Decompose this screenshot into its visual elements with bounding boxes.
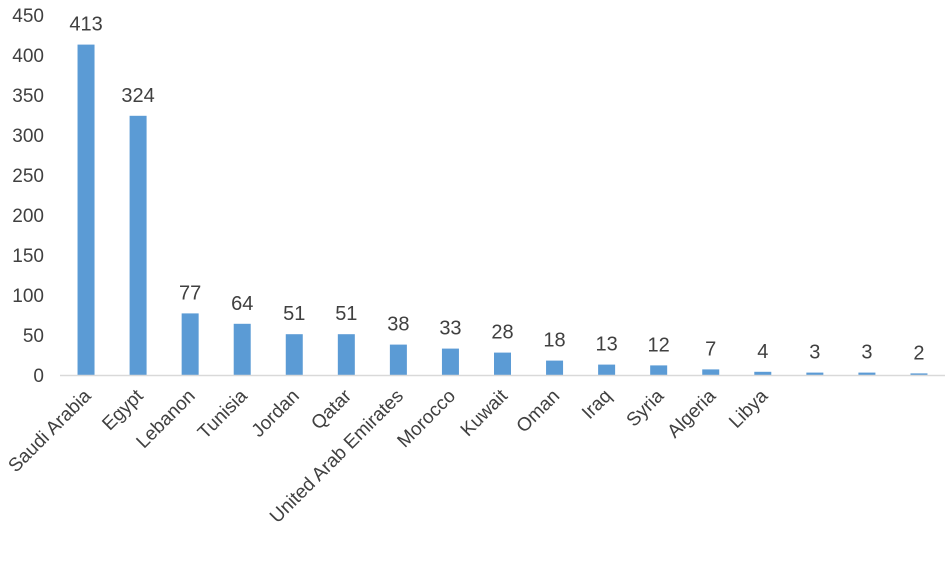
- data-label: 2: [913, 342, 924, 364]
- bar: [910, 373, 928, 375]
- bar: [129, 115, 147, 376]
- y-tick-label: 150: [12, 246, 44, 267]
- data-label: 33: [439, 318, 461, 340]
- data-label: 77: [179, 282, 201, 304]
- data-label: 4: [757, 341, 768, 363]
- x-tick-label: Saudi Arabia: [5, 385, 96, 476]
- bar: [181, 313, 199, 375]
- x-tick-label: Algeria: [664, 385, 721, 442]
- y-tick-label: 350: [12, 86, 44, 107]
- bar: [806, 372, 824, 375]
- x-tick-label: Qatar: [307, 385, 356, 434]
- y-tick-label: 450: [12, 6, 44, 27]
- bar: [285, 334, 303, 375]
- data-label: 64: [231, 293, 253, 315]
- y-tick-label: 100: [12, 286, 44, 307]
- data-label: 38: [387, 314, 409, 336]
- bar: [650, 365, 668, 375]
- data-label: 51: [283, 303, 305, 325]
- x-tick-label: Kuwait: [457, 385, 513, 441]
- y-axis: 0 50 100 150 200 250 300 350 400 450: [12, 6, 44, 387]
- bar: [77, 44, 95, 375]
- y-tick-label: 0: [33, 366, 44, 387]
- bar: [546, 360, 564, 375]
- x-tick-label: Jordan: [248, 386, 304, 442]
- data-label: 3: [861, 342, 872, 364]
- bar: [754, 371, 772, 375]
- data-label: 7: [705, 338, 716, 360]
- x-tick-label: Tunisia: [194, 385, 252, 443]
- data-label: 12: [648, 334, 670, 356]
- x-tick-label: Iraq: [578, 386, 616, 424]
- x-tick-label: Oman: [513, 386, 564, 437]
- data-label: 413: [69, 14, 102, 36]
- bar: [702, 369, 720, 375]
- bars-group: [77, 44, 928, 376]
- x-tick-label: Syria: [623, 385, 669, 431]
- y-tick-label: 300: [12, 126, 44, 147]
- data-label: 18: [543, 330, 565, 352]
- y-tick-label: 200: [12, 206, 44, 227]
- bar: [337, 334, 355, 375]
- bar: [494, 352, 511, 375]
- y-tick-label: 250: [12, 166, 44, 187]
- data-label: 13: [595, 334, 617, 356]
- bar: [441, 348, 459, 375]
- y-tick-label: 50: [23, 326, 44, 347]
- x-tick-label: Libya: [725, 385, 772, 432]
- bar: [233, 323, 251, 375]
- bar: [858, 372, 876, 375]
- bar: [598, 364, 616, 375]
- x-tick-label: Egypt: [98, 385, 148, 435]
- data-label: 3: [809, 342, 820, 364]
- data-label: 51: [335, 303, 357, 325]
- data-label: 324: [121, 85, 154, 107]
- x-tick-label: Morocco: [394, 386, 460, 452]
- data-label: 28: [491, 322, 513, 344]
- y-tick-label: 400: [12, 46, 44, 67]
- bar: [389, 344, 407, 375]
